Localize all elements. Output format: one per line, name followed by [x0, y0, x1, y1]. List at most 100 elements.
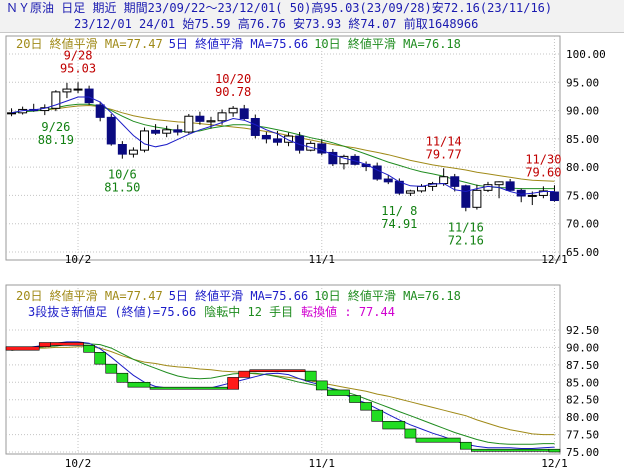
candle-body: [84, 88, 94, 104]
brick: [349, 395, 361, 403]
brick: [371, 409, 384, 422]
brick: [415, 437, 461, 443]
candle-body: [439, 176, 449, 185]
brick: [127, 381, 151, 388]
brick: [315, 380, 328, 391]
price-x-tick-label: 12/1: [541, 253, 568, 266]
break-y-tick-label: 82.50: [566, 394, 599, 407]
candle-body: [272, 138, 282, 143]
price-frame: [5, 35, 561, 261]
brick: [38, 342, 51, 348]
brick: [149, 386, 228, 390]
candle-body: [73, 88, 83, 91]
price-x-tick-label: 10/2: [65, 253, 92, 266]
break-y-tick-label: 87.50: [566, 359, 599, 372]
candle-body: [284, 135, 294, 143]
candle-body: [239, 108, 249, 119]
candle-body: [173, 129, 183, 133]
annotation-value: 95.03: [60, 61, 96, 75]
candle-body: [394, 180, 404, 194]
price-legend-item: 10日 終値平滑 MA=76.18: [314, 36, 461, 51]
price-y-tick-label: 75.00: [566, 189, 599, 202]
brick: [304, 370, 317, 382]
price-y-tick-label: 100.00: [566, 48, 606, 61]
break-x-tick-label: 11/1: [309, 457, 336, 470]
price-y-tick-label: 95.00: [566, 76, 599, 89]
candle-body: [538, 190, 548, 196]
break-info-prefix: 3段抜き新値足 (終値)=75.66: [28, 304, 196, 319]
candle-body: [472, 189, 482, 208]
candle-body: [461, 185, 471, 208]
brick: [548, 448, 561, 453]
candle-body: [549, 191, 559, 202]
annotation-value: 81.50: [104, 181, 140, 195]
candle-body: [151, 129, 161, 134]
brick: [105, 363, 118, 374]
candle-body: [184, 115, 194, 133]
candle-body: [527, 194, 537, 197]
candle-body: [383, 178, 393, 183]
break-x-tick-label: 12/1: [541, 457, 568, 470]
break-y-tick-label: 80.00: [566, 411, 599, 424]
brick: [249, 369, 306, 373]
annotation-date: 9/28: [64, 48, 93, 62]
candle-body: [195, 115, 205, 122]
brick: [238, 370, 251, 378]
price-y-tick-label: 80.00: [566, 161, 599, 174]
candle-body: [162, 129, 172, 134]
brick: [116, 372, 129, 383]
annotation-date: 11/ 8: [381, 204, 417, 218]
break-y-tick-label: 90.00: [566, 341, 599, 354]
brick: [83, 345, 95, 353]
annotation-value: 74.91: [381, 217, 417, 231]
candle-body: [417, 185, 426, 192]
candle-body: [140, 130, 149, 151]
brick: [227, 377, 239, 390]
annotation-date: 11/14: [426, 134, 462, 148]
candle-body: [483, 184, 493, 191]
candle-body: [128, 149, 138, 155]
candle-body: [405, 190, 415, 194]
break-info-status: 陰転中 12 手目: [204, 304, 293, 319]
price-legend-item: 5日 終値平滑 MA=75.66: [169, 36, 308, 51]
header-quote: 23/12/01 24/01 始75.59 高76.76 安73.93 終74.…: [0, 16, 624, 33]
break-legend-item: 20日 終値平滑 MA=77.47: [16, 288, 163, 303]
brick: [94, 352, 107, 365]
candle-body: [62, 88, 72, 93]
break-y-tick-label: 85.00: [566, 376, 599, 389]
brick: [404, 428, 417, 439]
annotation-date: 10/20: [215, 72, 251, 86]
price-y-tick-label: 65.00: [566, 246, 599, 259]
candle-body: [328, 151, 338, 165]
price-y-tick-label: 85.00: [566, 133, 599, 146]
candle-body: [450, 176, 460, 187]
break-legend-item: 10日 終値平滑 MA=76.18: [314, 288, 461, 303]
break-y-tick-label: 75.00: [566, 446, 599, 459]
candle-body: [505, 181, 515, 191]
annotation-value: 79.60: [525, 165, 561, 179]
annotation-date: 9/26: [41, 120, 70, 134]
candle-body: [261, 134, 271, 140]
candle-body: [117, 144, 127, 155]
brick: [360, 402, 372, 411]
ma10-line: [11, 343, 555, 445]
candle-body: [228, 107, 238, 114]
price-y-tick-label: 90.00: [566, 105, 599, 118]
annotation-date: 11/16: [448, 220, 484, 234]
annotation-value: 72.16: [448, 233, 484, 247]
price-x-tick-label: 11/1: [309, 253, 336, 266]
break-y-tick-label: 77.50: [566, 429, 599, 442]
candle-body: [250, 117, 260, 136]
annotation-date: 11/30: [525, 152, 561, 166]
candle-body: [106, 116, 116, 145]
brick: [459, 441, 472, 450]
break-info-reversal: 転換値 : 77.44: [301, 304, 395, 319]
ma20-line: [11, 346, 555, 436]
candle-body: [51, 91, 61, 109]
price-legend-item: 20日 終値平滑 MA=77.47: [16, 36, 163, 51]
brick: [471, 448, 550, 452]
candle-body: [339, 155, 349, 165]
header-title: ＮＹ原油 日足 期近 期間23/09/22～23/12/01( 50)高95.0…: [0, 0, 624, 17]
price-y-tick-label: 70.00: [566, 218, 599, 231]
ma5-line: [11, 96, 555, 195]
